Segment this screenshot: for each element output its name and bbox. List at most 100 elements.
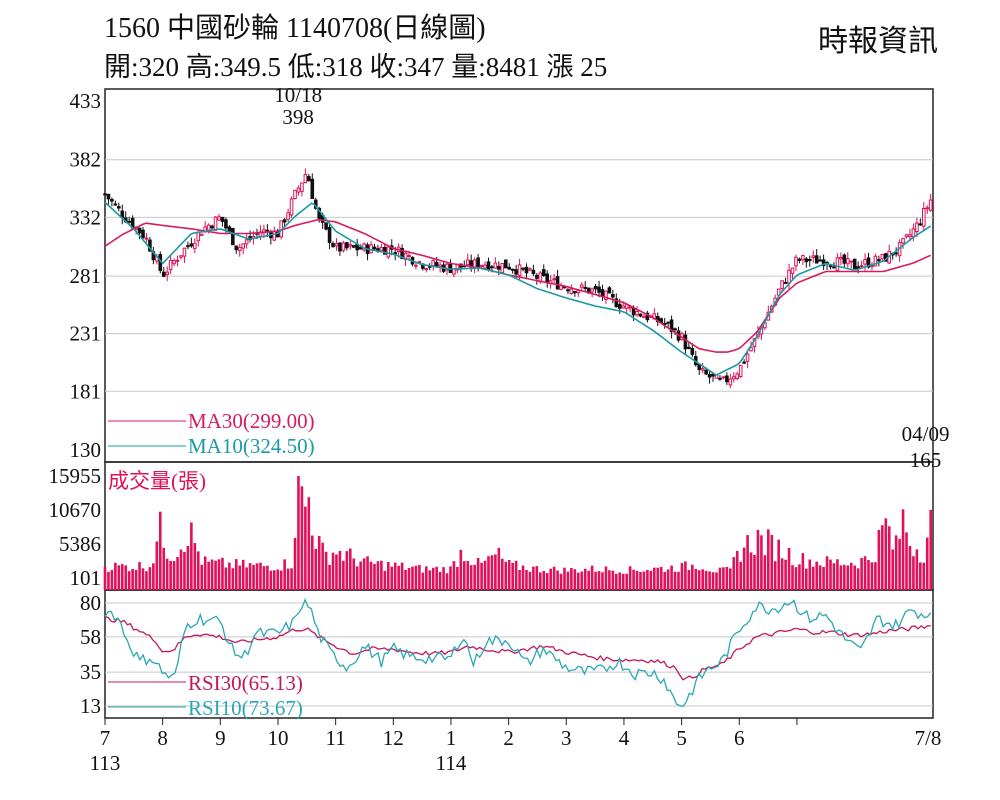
volume-bar — [798, 564, 801, 590]
volume-bar — [539, 572, 542, 590]
candle-body — [383, 247, 387, 255]
volume-bar — [691, 564, 694, 590]
candle-body — [514, 269, 518, 275]
ma10-legend-label: MA10(324.50) — [188, 434, 315, 458]
volume-bar — [445, 573, 449, 590]
volume-bar — [666, 569, 670, 590]
volume-bar — [901, 509, 905, 590]
candle-body — [137, 227, 142, 234]
candle-body — [845, 258, 850, 265]
volume-bar — [255, 563, 259, 590]
volume-bar — [587, 570, 590, 590]
candle-body — [915, 222, 919, 233]
candle-body — [894, 252, 898, 255]
low-value-annotation: 165 — [910, 448, 942, 472]
chart-header: 1560 中國砂輪 1140708(日線圖) 開:320 高:349.5 低:3… — [0, 0, 1000, 88]
volume-bar — [635, 570, 639, 590]
volume-bar — [874, 562, 877, 590]
volume-tick-label: 15955 — [49, 464, 102, 488]
volume-bar — [183, 551, 186, 590]
candle-body — [341, 242, 346, 251]
x-axis-month-label: 7/8 — [915, 726, 942, 750]
candle-body — [486, 261, 491, 271]
volume-bar — [473, 564, 476, 590]
candle-body — [828, 265, 833, 268]
candle-body — [904, 234, 909, 238]
candle-body — [199, 233, 204, 236]
volume-bar — [483, 560, 487, 590]
candle-body — [327, 227, 332, 244]
volume-bar — [435, 566, 438, 590]
volume-bar — [832, 563, 836, 590]
x-axis-month-label: 11 — [326, 726, 346, 750]
volume-bar — [331, 552, 335, 590]
volume-bar — [915, 549, 919, 590]
volume-bar — [190, 522, 193, 590]
candle-body — [928, 199, 933, 211]
volume-bar — [773, 561, 777, 590]
candle-body — [794, 256, 798, 267]
candle-body — [573, 290, 577, 294]
candle-body — [386, 246, 391, 258]
volume-bar — [604, 566, 608, 590]
volume-bar — [697, 570, 701, 590]
volume-bar — [169, 561, 172, 590]
chart-title: 1560 中國砂輪 1140708(日線圖) — [104, 13, 486, 44]
candle-body — [666, 321, 670, 324]
volume-bar — [611, 570, 615, 590]
volume-bar — [469, 565, 473, 590]
volume-bar — [898, 538, 901, 590]
candle-body — [852, 258, 857, 270]
price-tick-label: 382 — [70, 148, 102, 172]
volume-bar — [176, 557, 179, 590]
candle-body — [583, 286, 588, 289]
candle-body — [172, 260, 176, 265]
candle-body — [821, 259, 826, 267]
candle-body — [196, 231, 201, 242]
candle-body — [414, 264, 418, 267]
volume-bar — [114, 562, 117, 590]
volume-bar — [355, 566, 359, 590]
candle-body — [213, 216, 218, 231]
candle-body — [334, 243, 339, 247]
volume-bar — [818, 565, 822, 590]
volume-bar — [659, 566, 663, 590]
candle-body — [345, 242, 349, 249]
x-axis-month-label: 12 — [383, 726, 404, 750]
candle-body — [338, 242, 342, 252]
volume-bar — [272, 570, 276, 590]
price-tick-label: 231 — [70, 322, 102, 346]
volume-bar — [912, 556, 915, 590]
volume-bar — [407, 567, 411, 590]
volume-bar — [317, 536, 321, 590]
candle-body — [541, 269, 546, 276]
candle-body — [303, 174, 308, 184]
volume-bar — [542, 570, 546, 590]
volume-bar — [715, 572, 718, 590]
candle-body — [407, 254, 411, 257]
volume-bar — [110, 570, 114, 590]
candle-body — [683, 334, 688, 350]
volume-bar — [390, 566, 394, 590]
volume-bar — [919, 562, 922, 590]
volume-bar — [120, 564, 124, 590]
volume-bar — [552, 566, 556, 590]
candle-body — [832, 266, 836, 269]
candle-body — [434, 261, 439, 267]
candle-body — [503, 259, 508, 269]
price-tick-label: 433 — [70, 89, 102, 113]
volume-bar — [428, 570, 432, 590]
rsi-tick-label: 13 — [80, 694, 101, 718]
volume-bar — [618, 572, 622, 590]
volume-bar — [559, 573, 563, 590]
volume-bar — [642, 571, 646, 590]
volume-bar — [870, 562, 874, 590]
candle-body — [721, 376, 726, 379]
candle-body — [597, 286, 601, 293]
candle-body — [859, 265, 864, 268]
volume-bar — [107, 571, 110, 590]
volume-bar — [884, 518, 888, 590]
volume-bar — [290, 568, 293, 590]
candle-body — [811, 255, 816, 259]
candle-body — [286, 212, 290, 220]
